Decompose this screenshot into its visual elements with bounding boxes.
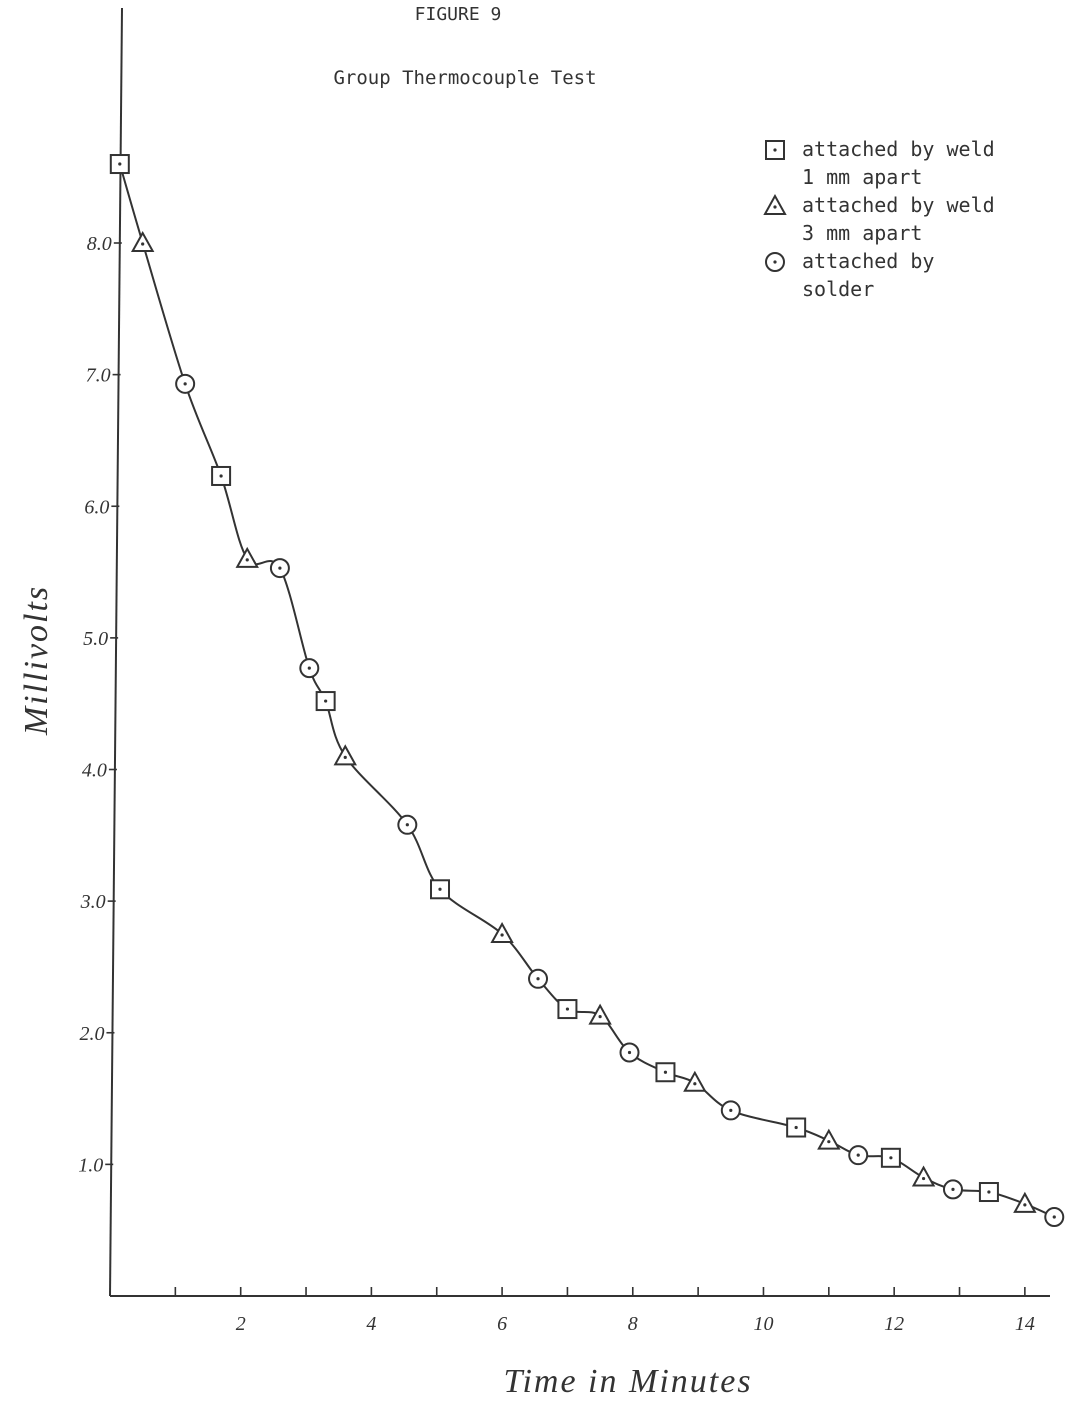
square-point	[211, 465, 232, 486]
triangle-point	[130, 230, 155, 252]
triangle-point	[235, 546, 259, 568]
square-point	[978, 1182, 999, 1203]
y-axis-line	[109, 7, 123, 1297]
y-tick-label: 8.0	[87, 233, 112, 255]
triangle-point	[333, 744, 357, 766]
y-ticks: 1.0 2.0 3.0 4.0 5.0 6.0 7.0 8.0	[78, 233, 122, 1176]
square-point	[315, 691, 336, 712]
circle-point	[299, 658, 320, 679]
square-point	[557, 999, 578, 1020]
y-tick-label: 7.0	[86, 365, 111, 387]
y-tick-label: 6.0	[84, 496, 109, 518]
triangle-point	[911, 1165, 936, 1187]
y-tick-label: 4.0	[82, 760, 107, 782]
legend-entry-text: 3 mm apart	[802, 221, 922, 245]
square-point	[655, 1062, 676, 1083]
legend-entry-text: attached by weld	[802, 137, 995, 161]
fit-curve	[118, 163, 1055, 1218]
legend-square-marker	[765, 140, 785, 160]
circle-point	[397, 814, 418, 835]
y-tick-label: 3.0	[80, 891, 106, 913]
legend-circle-marker	[765, 252, 785, 272]
y-tick-label: 2.0	[79, 1023, 104, 1045]
circle-point	[528, 968, 549, 989]
data-markers	[109, 154, 1065, 1228]
chart-title: Group Thermocouple Test	[333, 67, 596, 89]
x-tick-label: 2	[236, 1313, 246, 1335]
x-ticks: 2 4 6 8 10 12 14	[174, 1287, 1035, 1335]
legend-entry-text: 1 mm apart	[802, 165, 922, 189]
legend-entry-text: solder	[802, 277, 874, 301]
square-point	[786, 1117, 807, 1138]
axes	[109, 7, 1050, 1297]
circle-point	[720, 1100, 741, 1121]
legend-triangle-marker	[763, 193, 787, 215]
triangle-point	[490, 921, 514, 944]
square-point	[880, 1147, 901, 1168]
x-tick-label: 14	[1015, 1313, 1035, 1335]
triangle-point	[817, 1128, 841, 1150]
circle-point	[848, 1145, 869, 1166]
x-tick-label: 6	[497, 1313, 507, 1335]
legend-entry-text: attached by weld	[802, 193, 995, 217]
x-tick-label: 10	[753, 1313, 773, 1335]
circle-point	[175, 373, 196, 394]
circle-point	[1044, 1207, 1065, 1228]
circle-point	[619, 1042, 640, 1063]
circle-point	[269, 558, 290, 579]
circle-point	[942, 1179, 963, 1200]
square-point	[430, 879, 451, 900]
triangle-point	[683, 1070, 707, 1092]
x-tick-label: 8	[628, 1313, 638, 1335]
legend-entry-text: attached by	[802, 249, 934, 273]
figure-label: FIGURE 9	[415, 4, 502, 25]
square-point	[109, 154, 130, 175]
triangle-point	[1013, 1191, 1037, 1213]
y-axis-label: Millivolts	[18, 585, 55, 736]
y-tick-label: 1.0	[78, 1154, 103, 1176]
legend: attached by weld 1 mm apart attached by we…	[763, 137, 995, 301]
x-tick-label: 12	[884, 1313, 904, 1335]
triangle-point	[588, 1003, 612, 1025]
y-tick-label: 5.0	[83, 628, 108, 650]
x-axis-label: Time in Minutes	[503, 1363, 752, 1400]
x-tick-label: 4	[366, 1313, 376, 1335]
